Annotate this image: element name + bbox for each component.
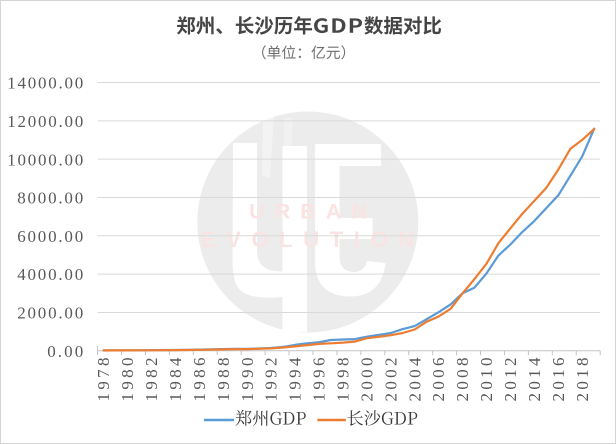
svg-text:EVOLUTION: EVOLUTION	[201, 227, 425, 252]
svg-text:2000.00: 2000.00	[17, 304, 83, 323]
svg-text:10000.00: 10000.00	[7, 150, 83, 169]
svg-text:8000.00: 8000.00	[17, 189, 83, 208]
svg-text:12000.00: 12000.00	[7, 112, 83, 131]
svg-text:4000.00: 4000.00	[17, 265, 83, 284]
svg-text:URBAN: URBAN	[249, 200, 377, 224]
svg-text:0.00: 0.00	[47, 342, 83, 361]
svg-text:14000.00: 14000.00	[7, 74, 83, 93]
svg-text:6000.00: 6000.00	[17, 227, 83, 246]
